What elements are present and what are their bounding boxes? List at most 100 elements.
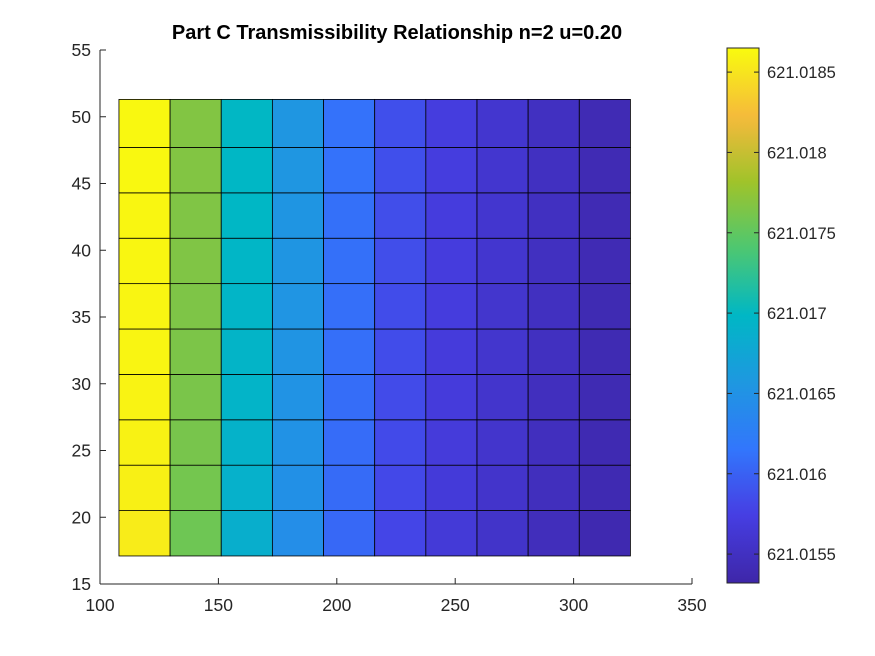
colorbar: 621.0155 621.016 621.0165 621.017 621.0175 62… <box>726 47 836 584</box>
heatmap-cell <box>169 283 222 330</box>
heatmap-cell <box>323 419 376 466</box>
heatmap-cell <box>578 374 631 421</box>
y-tick-label: 50 <box>72 107 92 127</box>
heatmap-cells <box>118 98 631 557</box>
heatmap-cell <box>118 374 171 421</box>
heatmap-cell <box>425 419 478 466</box>
y-tick-label: 40 <box>72 240 92 260</box>
heatmap-cell <box>527 283 580 330</box>
heatmap-cell <box>425 328 478 375</box>
x-tick-label: 250 <box>441 595 470 615</box>
heatmap-cell <box>527 510 580 557</box>
colorbar-tick-label: 621.0155 <box>767 546 836 564</box>
heatmap-cell <box>169 419 222 466</box>
x-tick-label: 300 <box>559 595 588 615</box>
heatmap-cell <box>476 98 529 148</box>
heatmap-cell <box>323 147 376 194</box>
heatmap-cell <box>527 147 580 194</box>
heatmap-cell <box>578 419 631 466</box>
heatmap-cell <box>271 328 324 375</box>
heatmap-cell <box>169 328 222 375</box>
heatmap-cell <box>476 374 529 421</box>
heatmap-cell <box>271 283 324 330</box>
heatmap-cell <box>476 283 529 330</box>
heatmap-cell <box>169 147 222 194</box>
heatmap-cell <box>476 419 529 466</box>
heatmap-cell <box>476 464 529 511</box>
heatmap-cell <box>476 192 529 239</box>
heatmap-cell <box>220 192 273 239</box>
heatmap-cell <box>476 510 529 557</box>
heatmap-cell <box>118 192 171 239</box>
heatmap-cell <box>169 192 222 239</box>
heatmap-cell <box>169 374 222 421</box>
colorbar-tick-label: 621.0175 <box>767 225 836 243</box>
heatmap-cell <box>578 464 631 511</box>
chart-title: Part C Transmissibility Relationship n=2… <box>172 22 622 44</box>
heatmap-cell <box>425 510 478 557</box>
heatmap-cell <box>527 464 580 511</box>
heatmap-cell <box>323 464 376 511</box>
colorbar-tick-label: 621.018 <box>767 144 827 162</box>
heatmap-cell <box>476 147 529 194</box>
heatmap-cell <box>425 192 478 239</box>
heatmap-cell <box>118 98 171 148</box>
heatmap-cell <box>374 419 427 466</box>
heatmap-cell <box>220 510 273 557</box>
heatmap-cell <box>578 98 631 148</box>
heatmap-cell <box>118 283 171 330</box>
heatmap-cell <box>374 510 427 557</box>
heatmap-cell <box>220 328 273 375</box>
y-tick-label: 30 <box>72 374 92 394</box>
heatmap-cell <box>527 192 580 239</box>
heatmap-cell <box>220 464 273 511</box>
heatmap-cell <box>271 510 324 557</box>
colorbar-tick-label: 621.017 <box>767 305 827 323</box>
heatmap-cell <box>578 328 631 375</box>
heatmap-cell <box>374 237 427 285</box>
heatmap-cell <box>374 464 427 511</box>
heatmap-cell <box>323 192 376 239</box>
heatmap-cell <box>578 192 631 239</box>
heatmap-cell <box>323 328 376 375</box>
colorbar-tick-label: 621.0185 <box>767 64 836 82</box>
heatmap-cell <box>118 237 171 285</box>
heatmap-cell <box>118 328 171 375</box>
heatmap-cell <box>374 98 427 148</box>
colorbar-tick-label: 621.016 <box>767 466 827 484</box>
y-tick-label: 35 <box>72 307 91 327</box>
x-tick-label: 150 <box>204 595 233 615</box>
heatmap-cell <box>220 147 273 194</box>
heatmap-cell <box>527 419 580 466</box>
heatmap-cell <box>118 419 171 466</box>
heatmap-cell <box>425 283 478 330</box>
heatmap-cell <box>578 147 631 194</box>
x-tick-label: 200 <box>322 595 351 615</box>
y-tick-label: 25 <box>72 441 91 461</box>
y-tick-label: 45 <box>72 174 91 194</box>
heatmap-cell <box>527 237 580 285</box>
heatmap-cell <box>476 237 529 285</box>
heatmap-cell <box>118 147 171 194</box>
heatmap-cell <box>527 374 580 421</box>
heatmap-cell <box>271 237 324 285</box>
heatmap-cell <box>578 237 631 285</box>
x-tick-label: 350 <box>677 595 706 615</box>
heatmap-cell <box>578 510 631 557</box>
heatmap-cell <box>220 283 273 330</box>
heatmap-cell <box>425 147 478 194</box>
heatmap-cell <box>425 237 478 285</box>
heatmap-cell <box>374 374 427 421</box>
x-tick-label: 100 <box>85 595 114 615</box>
heatmap-cell <box>271 374 324 421</box>
heatmap-cell <box>271 464 324 511</box>
heatmap-cell <box>220 419 273 466</box>
heatmap-cell <box>323 283 376 330</box>
heatmap-cell <box>527 328 580 375</box>
heatmap-cell <box>271 419 324 466</box>
heatmap-cell <box>323 237 376 285</box>
heatmap-cell <box>323 510 376 557</box>
heatmap-cell <box>169 464 222 511</box>
y-tick-label: 55 <box>72 40 91 60</box>
